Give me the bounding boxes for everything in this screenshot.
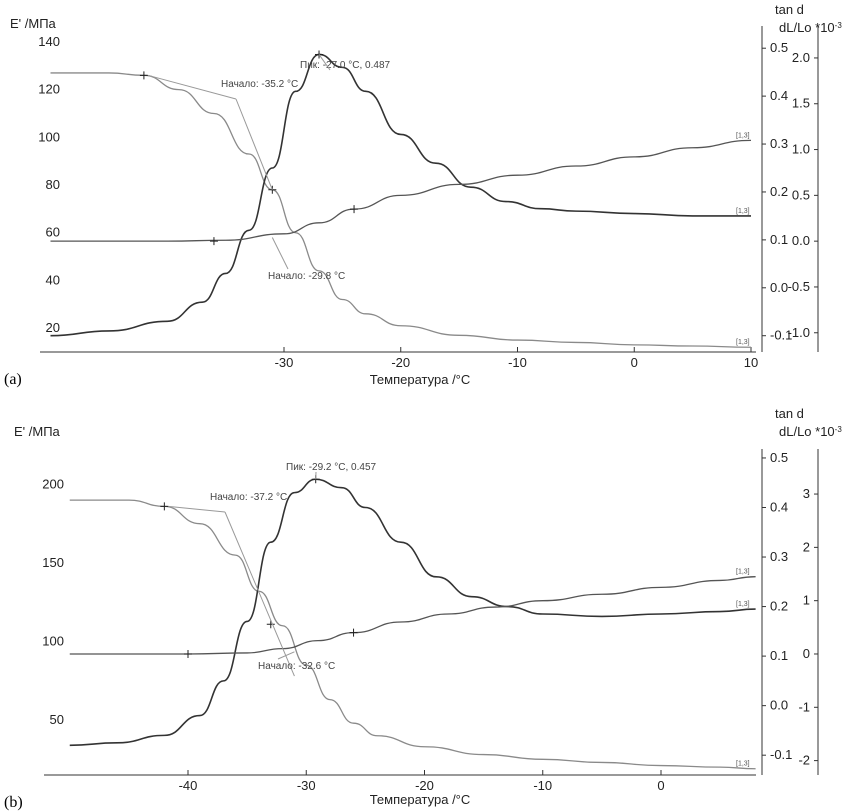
leader-line: [235, 98, 273, 190]
tan-tick-label: 0.0: [770, 698, 788, 713]
chart-panel-a: -30 -20 -10 0 10 Температура /°C 20 40 60 80 100 12…: [4, 2, 842, 388]
marker-plus: [266, 620, 275, 629]
leader-line: [224, 511, 295, 677]
left-tick-label: 150: [42, 555, 64, 570]
marker-plus: [139, 71, 148, 80]
left-tick-label: 140: [38, 34, 60, 49]
panel-label: (b): [4, 794, 23, 811]
dl-tick-label: -1.0: [788, 325, 810, 340]
left-tick-label: 40: [46, 272, 60, 287]
x-tick-label: 10: [744, 355, 758, 370]
marker-plus: [209, 237, 218, 246]
leader-line: [168, 505, 226, 513]
x-tick-label: 0: [657, 778, 664, 793]
series-end-label: [1,3]: [736, 132, 750, 139]
marker-plus: [350, 205, 359, 214]
tan-tick-label: 0.4: [770, 499, 788, 514]
dl-tick-label: -0.5: [788, 279, 810, 294]
tan-tick-label: 0.4: [770, 88, 788, 103]
left-tick-label: 60: [46, 225, 60, 240]
dl-tick-label: 1.5: [792, 96, 810, 111]
series-end-label: [1,3]: [736, 569, 750, 576]
annotation-peak: Пик: -27.0 °C, 0.487: [300, 60, 391, 71]
tan-tick-label: 0.0: [770, 280, 788, 295]
x-axis-title: Температура /°C: [370, 372, 471, 387]
dl-tick-label: 1: [803, 593, 810, 608]
series-e-line: [50, 72, 752, 348]
annotation-onset-modulus: Начало: -35.2 °C: [221, 79, 298, 90]
dl-tick-label: -2: [798, 753, 810, 768]
tan-axis-title: tan d: [775, 2, 804, 17]
series-dllo-line: [50, 139, 752, 242]
series-end-label: [1,3]: [736, 339, 750, 346]
tan-tick-label: 0.2: [770, 184, 788, 199]
tan-tick-label: 0.1: [770, 232, 788, 247]
left-tick-label: 100: [38, 129, 60, 144]
x-tick-label: -10: [533, 778, 552, 793]
annotation-onset-modulus: Начало: -37.2 °C: [210, 492, 287, 503]
dl-tick-label: 3: [803, 486, 810, 501]
dl-tick-label: 0.0: [792, 233, 810, 248]
panel-label: (a): [4, 371, 22, 388]
tan-tick-label: 0.3: [770, 549, 788, 564]
tan-tick-label: 0.5: [770, 450, 788, 465]
left-axis-title: E' /МПа: [14, 424, 61, 439]
x-tick-label: -30: [297, 778, 316, 793]
marker-plus: [184, 649, 192, 658]
dl-axis-title: dL/Lo *10-3: [779, 424, 842, 439]
left-tick-label: 120: [38, 82, 60, 97]
annotation-onset-dilatation: Начало: -29.8 °C: [268, 271, 345, 282]
x-axis-title: Температура /°C: [370, 792, 471, 807]
series-end-label: [1,3]: [736, 601, 750, 608]
x-tick-label: 0: [631, 355, 638, 370]
series-tand-line: [69, 478, 756, 747]
tan-tick-label: 0.5: [770, 40, 788, 55]
dl-axis-title: dL/Lo *10-3: [779, 20, 842, 35]
left-tick-label: 200: [42, 476, 64, 491]
x-tick-label: -20: [391, 355, 410, 370]
leader-line: [318, 54, 331, 71]
x-tick-label: -40: [179, 778, 198, 793]
left-tick-label: 80: [46, 177, 60, 192]
dl-tick-label: 0: [803, 646, 810, 661]
series-e-line: [69, 499, 756, 770]
leader-line: [147, 74, 237, 100]
dl-tick-label: 2: [803, 539, 810, 554]
leader-line: [277, 651, 295, 660]
dl-tick-label: 1.0: [792, 142, 810, 157]
annotation-onset-dilatation: Начало: -32.6 °C: [258, 661, 335, 672]
series-end-label: [1,3]: [736, 208, 750, 215]
dl-tick-label: -1: [798, 699, 810, 714]
x-tick-label: -10: [508, 355, 527, 370]
tan-tick-label: -0.1: [770, 328, 792, 343]
x-tick-label: -20: [415, 778, 434, 793]
left-tick-label: 20: [46, 320, 60, 335]
tan-tick-label: 0.1: [770, 648, 788, 663]
dl-tick-label: 2.0: [792, 50, 810, 65]
marker-plus: [349, 628, 358, 637]
annotation-peak: Пик: -29.2 °C, 0.457: [286, 462, 377, 473]
left-axis-title: E' /МПа: [10, 16, 57, 31]
marker-plus: [160, 502, 169, 511]
series-tand-line: [50, 53, 751, 337]
tan-tick-label: 0.3: [770, 136, 788, 151]
tan-tick-label: -0.1: [770, 747, 792, 762]
x-tick-label: -30: [275, 355, 294, 370]
tan-tick-label: 0.2: [770, 599, 788, 614]
series-end-label: [1,3]: [736, 761, 750, 768]
left-tick-label: 100: [42, 633, 64, 648]
series-dllo-line: [69, 576, 756, 655]
leader-line: [271, 237, 289, 270]
left-tick-label: 50: [50, 712, 64, 727]
tan-axis-title: tan d: [775, 406, 804, 421]
dl-tick-label: 0.5: [792, 187, 810, 202]
